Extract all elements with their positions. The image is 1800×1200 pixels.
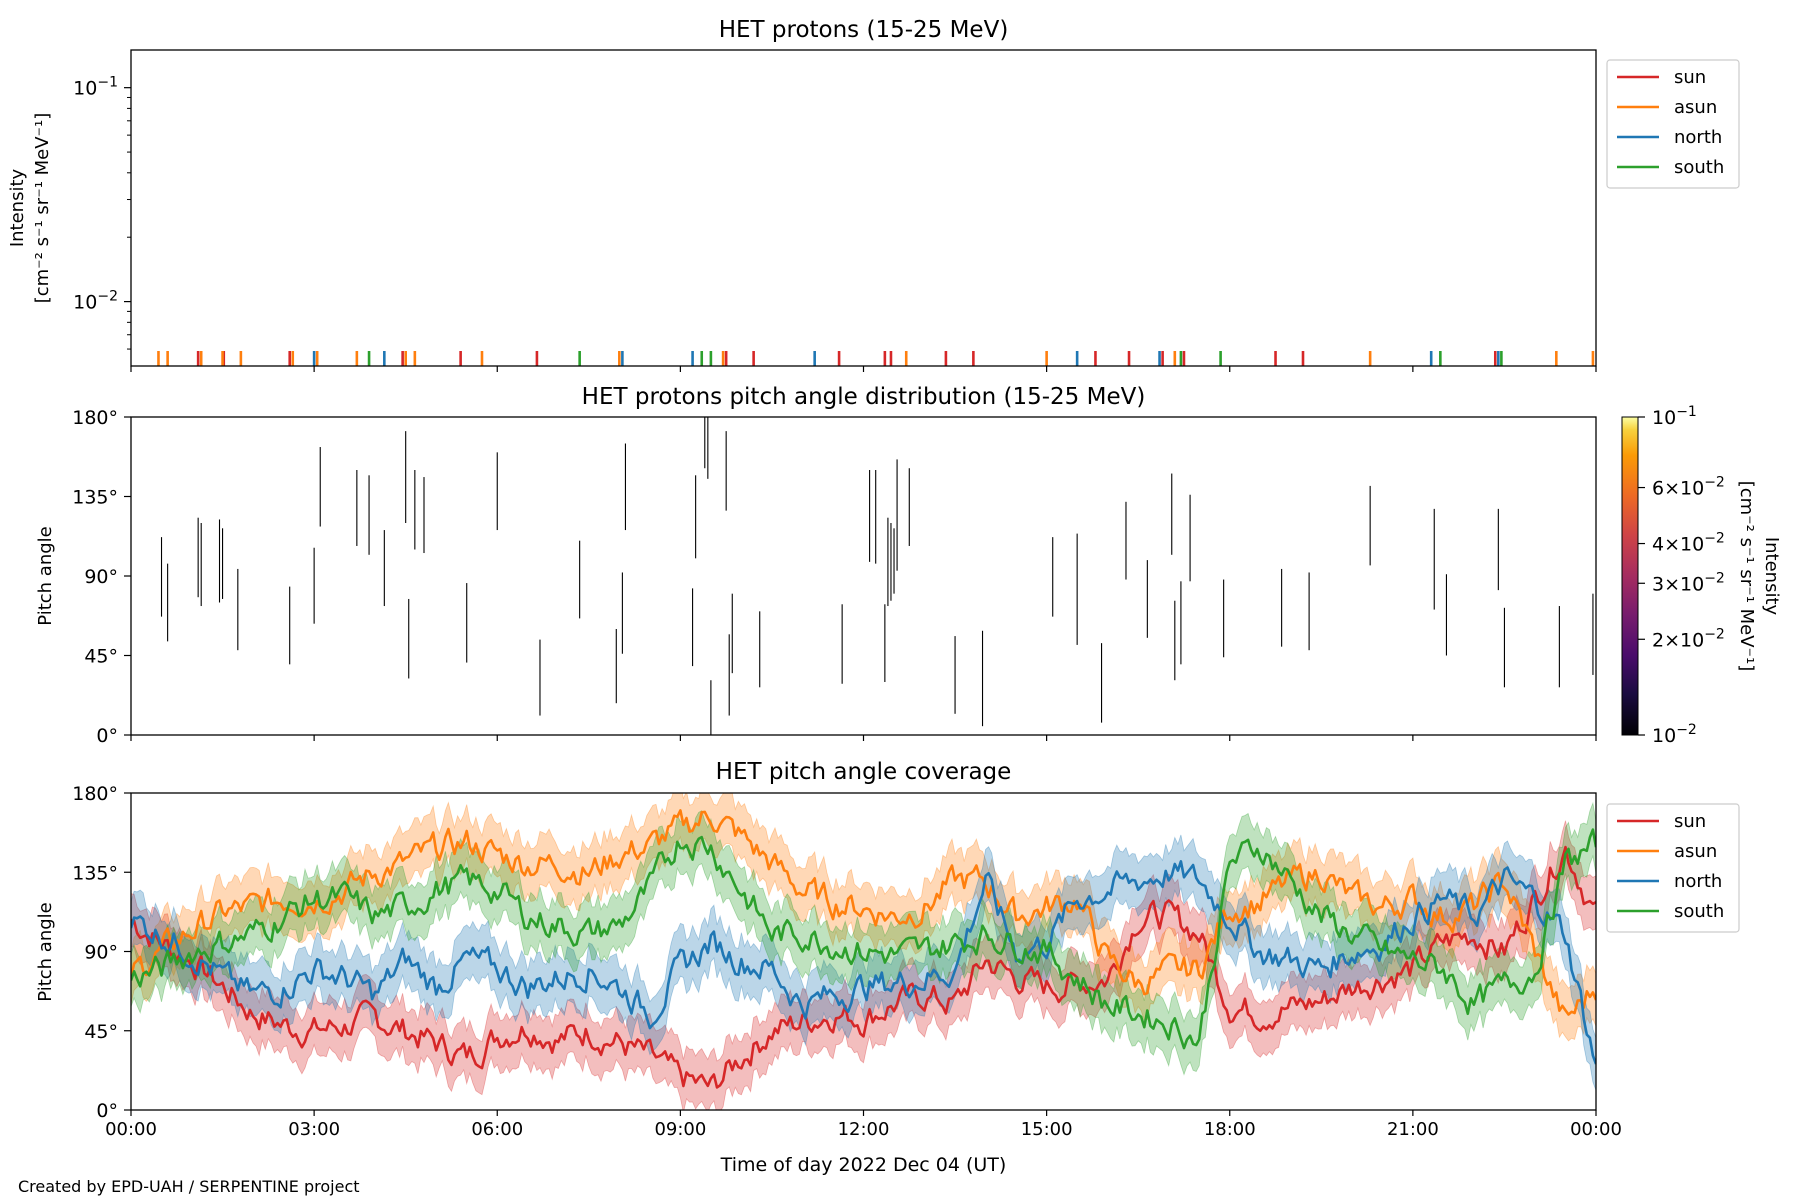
footer-credit: Created by EPD-UAH / SERPENTINE project <box>18 1177 360 1196</box>
y-tick-label-p3: 180° <box>72 783 118 805</box>
y-tick-label-p2: 135° <box>72 487 118 509</box>
legend-label-north: north <box>1674 127 1722 148</box>
legend-label-sun: sun <box>1674 67 1706 88</box>
panel1-yaxis: 10−1 10−2 <box>73 75 131 314</box>
sun-coverage-line <box>131 845 1596 1089</box>
panel1-legend: sun asun north south <box>1606 59 1740 189</box>
panel3-legend: sun asun north south <box>1606 803 1740 933</box>
panel3-lines <box>131 809 1596 1089</box>
panel3-legend-box <box>1606 803 1740 933</box>
asun-coverage-band <box>131 793 1596 1042</box>
panel3-bands <box>131 793 1596 1110</box>
y-tick-label-p1: 10−1 <box>73 75 118 100</box>
panel3-yaxis: 0° 45° 90° 135° 180° <box>72 783 131 1122</box>
legend-label-south: south <box>1674 901 1724 922</box>
south-coverage-line <box>131 828 1596 1050</box>
colorbar-tick-label: 6×10−2 <box>1652 475 1725 500</box>
legend-label-asun: asun <box>1674 97 1717 118</box>
y-tick-label-p3: 90° <box>84 942 118 964</box>
colorbar-gradient <box>1621 416 1639 736</box>
y-tick-label-p2: 0° <box>96 725 118 747</box>
pitch-angle-distribution-panel: HET protons pitch angle distribution (15… <box>35 384 1782 747</box>
panel3-frame <box>130 792 1597 1111</box>
x-tick-label: 21:00 <box>1387 1119 1439 1140</box>
x-tick-label: 00:00 <box>1570 1119 1622 1140</box>
colorbar-label-line2: [cm⁻² s⁻¹ sr⁻¹ MeV⁻¹] <box>1736 481 1757 672</box>
y-tick-label-p3: 135° <box>72 862 118 884</box>
panel2-ylabel: Pitch angle <box>35 526 56 625</box>
panel3-ylabel: Pitch angle <box>35 902 56 1001</box>
panel3-title: HET pitch angle coverage <box>716 759 1012 785</box>
panel1-ylabel-line1: Intensity <box>7 168 28 247</box>
legend-label-asun: asun <box>1674 841 1717 862</box>
north-coverage-band <box>131 834 1596 1091</box>
panel1-legend-box <box>1606 59 1740 189</box>
legend-label-south: south <box>1674 157 1724 178</box>
north-coverage-line <box>131 860 1596 1065</box>
x-axis-label: Time of day 2022 Dec 04 (UT) <box>720 1154 1007 1176</box>
panel1-frame <box>130 49 1597 367</box>
y-tick-label-p2: 180° <box>72 407 118 429</box>
colorbar-label-line1: Intensity <box>1761 537 1782 616</box>
colorbar-label: Intensity [cm⁻² s⁻¹ sr⁻¹ MeV⁻¹] <box>1736 481 1782 672</box>
colorbar: 10−1 6×10−2 4×10−2 3×10−2 2×10−2 10−2 Intensi… <box>1621 404 1782 747</box>
south-coverage-band <box>131 801 1596 1076</box>
asun-coverage-line <box>131 809 1596 1016</box>
panel1-title: HET protons (15-25 MeV) <box>719 17 1009 43</box>
colorbar-ticks: 10−1 6×10−2 4×10−2 3×10−2 2×10−2 10−2 <box>1638 404 1725 747</box>
colorbar-tick-label: 4×10−2 <box>1652 531 1725 556</box>
legend-label-north: north <box>1674 871 1722 892</box>
legend-label-sun: sun <box>1674 811 1706 832</box>
panel2-yaxis: 0° 45° 90° 135° 180° <box>72 407 131 747</box>
panel2-frame <box>130 416 1597 736</box>
y-tick-label-p1: 10−2 <box>73 289 118 314</box>
x-tick-label: 18:00 <box>1204 1119 1256 1140</box>
x-tick-label: 03:00 <box>288 1119 340 1140</box>
colorbar-tick-label: 2×10−2 <box>1652 626 1725 651</box>
panel1-minor-ticks <box>127 96 131 350</box>
x-tick-label: 06:00 <box>471 1119 523 1140</box>
x-tick-label: 09:00 <box>654 1119 706 1140</box>
y-tick-label-p3: 0° <box>96 1100 118 1122</box>
colorbar-tick-label: 10−2 <box>1652 722 1697 747</box>
y-tick-label-p3: 45° <box>84 1021 118 1043</box>
panel1-marks <box>157 351 1595 366</box>
colorbar-tick-label: 3×10−2 <box>1652 570 1725 595</box>
x-tick-label: 15:00 <box>1021 1119 1073 1140</box>
y-tick-label-p2: 90° <box>84 566 118 588</box>
colorbar-tick-label: 10−1 <box>1652 404 1697 429</box>
intensity-panel: HET protons (15-25 MeV) Intensity [cm⁻² … <box>7 17 1740 372</box>
panel2-segments <box>160 417 1594 735</box>
x-tick-label: 00:00 <box>105 1119 157 1140</box>
panel2-title: HET protons pitch angle distribution (15… <box>582 384 1146 410</box>
y-tick-label-p2: 45° <box>84 646 118 668</box>
panel1-ylabel-line2: [cm⁻² s⁻¹ sr⁻¹ MeV⁻¹] <box>32 113 53 304</box>
panel1-ylabel: Intensity [cm⁻² s⁻¹ sr⁻¹ MeV⁻¹] <box>7 113 53 304</box>
panel1-xticks <box>130 366 1597 372</box>
panel2-xticks <box>130 735 1597 741</box>
x-tick-label: 12:00 <box>838 1119 890 1140</box>
panel3-xticks: 00:00 03:00 06:00 09:00 12:00 15:00 18:00 21:00… <box>105 1110 1622 1140</box>
pitch-angle-coverage-panel: HET pitch angle coverage Pitch angle 0° 4… <box>35 759 1740 1176</box>
